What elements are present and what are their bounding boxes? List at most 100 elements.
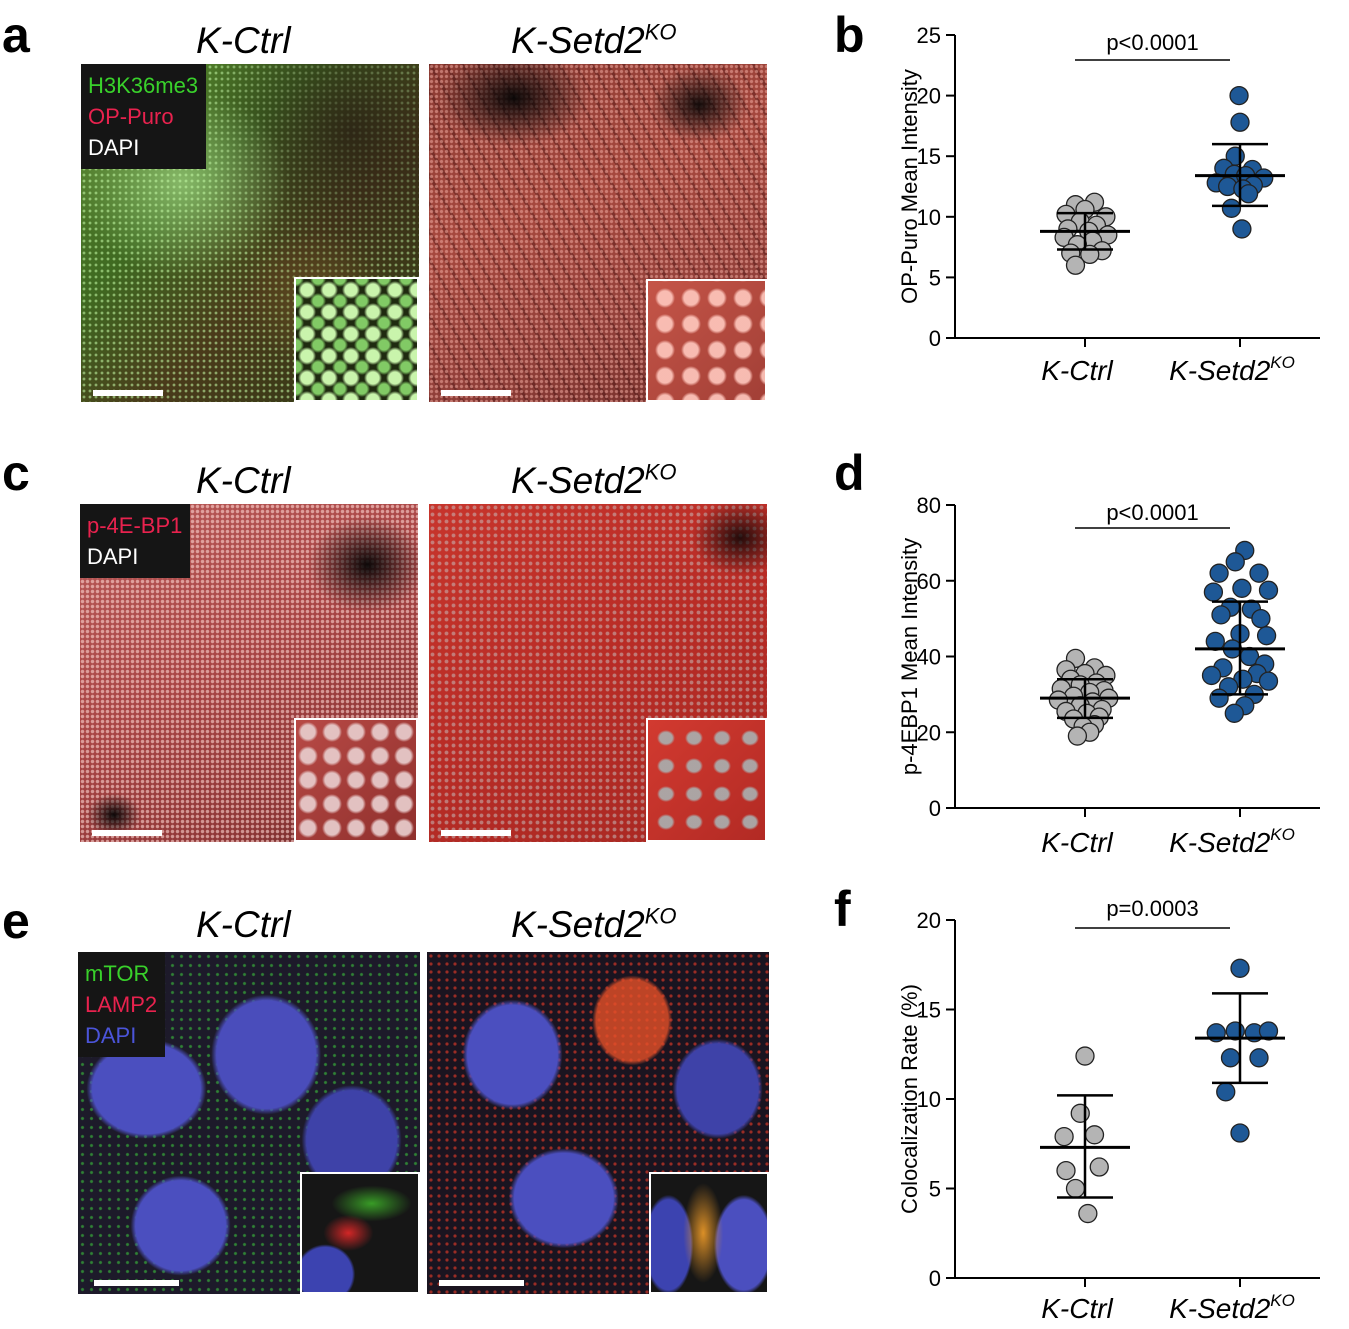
x-category-label: K-Setd2KO: [1169, 1291, 1295, 1324]
scale-bar: [93, 390, 163, 396]
legend-dapi: DAPI: [85, 1023, 137, 1048]
scale-bar: [441, 830, 511, 836]
y-tick-label: 25: [917, 23, 941, 48]
micrograph-k-ctrl-op-puro: H3K36me3 OP-Puro DAPI: [81, 64, 419, 402]
title-k-setd2ko: K-Setd2KO: [511, 903, 677, 945]
data-point: [1078, 1203, 1098, 1224]
legend-p-4e-bp1: p-4E-BP1: [87, 513, 183, 538]
title-base: K-Setd2: [511, 904, 645, 945]
data-point: [1256, 626, 1277, 646]
inset-zoom: [646, 279, 767, 402]
p-value-label: p<0.0001: [1106, 500, 1198, 525]
x-category-label: K-Setd2KO: [1169, 825, 1295, 858]
x-category-label: K-Setd2KO: [1169, 353, 1295, 386]
micrograph-k-setd2ko-p4ebp1: [429, 504, 767, 842]
y-tick-label: 60: [917, 569, 941, 594]
scale-bar: [441, 390, 511, 396]
channel-legend: H3K36me3 OP-Puro DAPI: [81, 64, 207, 169]
data-point: [1225, 552, 1245, 572]
title-k-ctrl: K-Ctrl: [196, 20, 291, 61]
y-tick-label: 15: [917, 144, 941, 169]
data-point: [1089, 1157, 1109, 1177]
panel-letter-f: f: [834, 881, 851, 937]
micrograph-k-setd2ko-op-puro: [429, 64, 767, 402]
data-point: [1084, 1125, 1105, 1145]
title-k-setd2ko: K-Setd2KO: [511, 459, 677, 501]
inset-zoom: [300, 1172, 420, 1294]
data-point: [1065, 255, 1086, 275]
data-point: [1201, 665, 1222, 686]
x-category-sup: KO: [1270, 1291, 1295, 1310]
y-tick-label: 10: [917, 1087, 941, 1112]
title-sup: KO: [644, 903, 677, 929]
data-point: [1216, 1082, 1236, 1102]
title-base: K-Setd2: [511, 20, 645, 61]
data-point: [1070, 1103, 1090, 1123]
y-tick-label: 20: [917, 84, 941, 109]
y-tick-label: 10: [917, 205, 941, 230]
y-tick-label: 0: [929, 326, 941, 351]
x-category-sup: KO: [1270, 353, 1295, 372]
data-point: [1220, 1048, 1241, 1068]
scale-bar: [94, 1280, 179, 1286]
inset-zoom: [646, 718, 767, 842]
data-point: [1230, 1123, 1250, 1143]
legend-mtor: mTOR: [85, 961, 150, 986]
scatter-chart-p4ebp1: 0 20 40 60 80 p-4EBP1 Mean Intensity K-Ctrl K-S…: [897, 493, 1320, 858]
panel-letter-d: d: [834, 445, 865, 501]
x-category-sup: KO: [1270, 825, 1295, 844]
y-tick-label: 0: [929, 1266, 941, 1291]
title-k-ctrl: K-Ctrl: [196, 460, 291, 501]
legend-op-puro: OP-Puro: [88, 104, 174, 129]
data-point: [1258, 671, 1279, 691]
panel-letter-e: e: [2, 893, 30, 949]
title-k-setd2ko: K-Setd2KO: [511, 19, 677, 61]
channel-legend: p-4E-BP1 DAPI: [80, 504, 191, 578]
data-point: [1229, 85, 1249, 106]
data-point: [1065, 1178, 1086, 1199]
data-point: [1230, 958, 1250, 978]
data-point: [1230, 112, 1250, 132]
x-category-label: K-Ctrl: [1041, 1293, 1113, 1324]
y-axis-label: OP-Puro Mean Intensity: [897, 69, 922, 304]
x-category-label: K-Ctrl: [1041, 355, 1113, 386]
p-value-label: p<0.0001: [1106, 30, 1198, 55]
legend-lamp2: LAMP2: [85, 992, 158, 1017]
title-sup: KO: [644, 459, 677, 485]
panel-letter-a: a: [2, 7, 30, 63]
y-tick-label: 5: [929, 265, 941, 290]
scatter-chart-colocalization: 0 5 10 15 20 Colocalization Rate (%) K-Ctrl K-S…: [897, 896, 1320, 1324]
title-base: K-Setd2: [511, 460, 645, 501]
data-point: [1075, 1046, 1095, 1066]
data-point: [1232, 219, 1252, 239]
data-point: [1209, 688, 1229, 708]
scale-bar: [92, 830, 162, 836]
data-point: [1054, 1126, 1074, 1147]
p-value-label: p=0.0003: [1106, 896, 1198, 921]
panel-letter-b: b: [834, 7, 865, 63]
data-point: [1249, 563, 1269, 583]
scale-bar: [439, 1280, 524, 1286]
y-tick-label: 15: [917, 998, 941, 1023]
x-category-label: K-Ctrl: [1041, 827, 1113, 858]
micrograph-k-ctrl-mtor-lamp2: mTOR LAMP2 DAPI: [78, 952, 420, 1294]
title-sup: KO: [644, 19, 677, 45]
legend-h3k36me3: H3K36me3: [88, 73, 199, 98]
inset-zoom: [294, 277, 419, 402]
y-tick-label: 5: [929, 1177, 941, 1202]
data-point: [1258, 1021, 1279, 1041]
data-point: [1067, 726, 1088, 746]
data-point: [1232, 578, 1252, 598]
y-tick-label: 20: [917, 908, 941, 933]
data-point: [1251, 608, 1271, 629]
scatter-chart-op-puro: 0 5 10 15 20 25 OP-Puro Mean Intensity K-Ctrl K-…: [897, 23, 1320, 386]
y-tick-label: 80: [917, 493, 941, 518]
y-axis-label: Colocalization Rate (%): [897, 984, 922, 1214]
data-point: [1056, 1160, 1076, 1181]
y-axis-label: p-4EBP1 Mean Intensity: [897, 538, 922, 775]
panel-letter-c: c: [2, 445, 30, 501]
micrograph-k-setd2ko-mtor-lamp2: [427, 952, 769, 1294]
data-point: [1249, 1048, 1269, 1068]
inset-zoom: [649, 1172, 769, 1294]
micrograph-k-ctrl-p4ebp1: p-4E-BP1 DAPI: [80, 504, 418, 842]
